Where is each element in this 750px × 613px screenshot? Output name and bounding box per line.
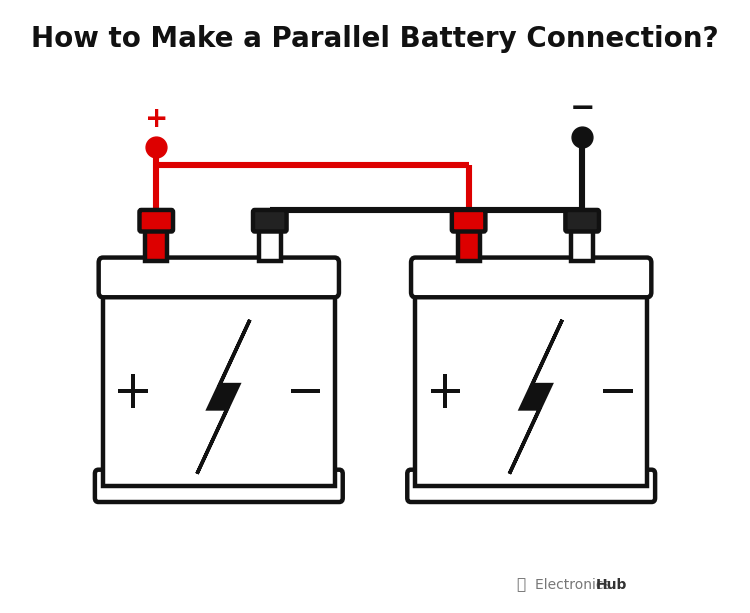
FancyBboxPatch shape (95, 470, 343, 502)
FancyBboxPatch shape (407, 470, 655, 502)
FancyBboxPatch shape (259, 229, 280, 261)
Text: Electronics: Electronics (535, 578, 614, 592)
FancyBboxPatch shape (253, 210, 286, 232)
Polygon shape (197, 320, 250, 474)
FancyBboxPatch shape (411, 257, 651, 297)
FancyBboxPatch shape (566, 210, 599, 232)
Polygon shape (509, 320, 562, 474)
Text: Hub: Hub (596, 578, 627, 592)
Text: 🛡: 🛡 (516, 577, 526, 593)
FancyBboxPatch shape (103, 283, 334, 486)
FancyBboxPatch shape (572, 229, 593, 261)
FancyBboxPatch shape (458, 229, 480, 261)
FancyBboxPatch shape (99, 257, 339, 297)
FancyBboxPatch shape (416, 283, 647, 486)
Text: How to Make a Parallel Battery Connection?: How to Make a Parallel Battery Connectio… (32, 25, 718, 53)
Text: +: + (145, 105, 168, 133)
Text: −: − (569, 94, 595, 123)
FancyBboxPatch shape (140, 210, 173, 232)
FancyBboxPatch shape (452, 210, 485, 232)
FancyBboxPatch shape (146, 229, 167, 261)
